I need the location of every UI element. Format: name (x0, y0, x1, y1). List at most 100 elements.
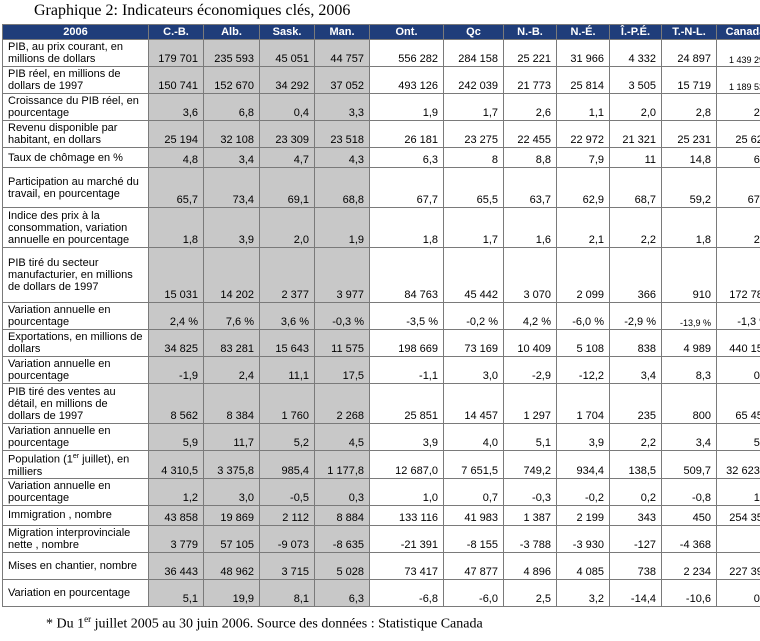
table-cell: 6,3 (369, 147, 444, 168)
table-cell: 3,0 (203, 477, 260, 506)
table-cell: 0,7 (443, 477, 504, 506)
table-cell: -2,9 % (609, 302, 662, 330)
column-header: Qc (443, 24, 504, 40)
table-cell (716, 524, 760, 553)
table-cell: 6,8 (203, 93, 260, 121)
table-cell: 21 773 (503, 66, 557, 94)
table-cell: 1,8 (148, 207, 204, 248)
footnote-text: juillet 2005 au 30 juin 2006. Source des… (91, 616, 483, 632)
table-cell: 25 221 (503, 39, 557, 67)
table-cell: 2 268 (314, 383, 370, 424)
table-cell: 41 983 (443, 504, 504, 526)
table-cell: -6,8 (369, 578, 444, 607)
table-cell: 2,1 (556, 207, 610, 248)
row-label-text: juillet), en milliers (8, 453, 130, 478)
table-cell: 8 384 (203, 383, 260, 424)
table-cell: 23 518 (314, 120, 370, 148)
table-cell: 1,6 (503, 207, 557, 248)
table-cell: -3,5 % (369, 302, 444, 330)
table-cell: 1 177,8 (314, 450, 370, 479)
row-label: Population (1er juillet), en milliers (2, 450, 149, 479)
table-cell: 15 643 (259, 329, 315, 357)
table-cell: -1,1 (369, 356, 444, 384)
table-cell: 32 623,5 (716, 450, 760, 479)
table-cell: 73 169 (443, 329, 504, 357)
table-cell: 1,7 (443, 93, 504, 121)
table-cell: 1 439 291 (716, 39, 760, 67)
table-cell: 5,1 (503, 423, 557, 451)
table-cell: 0,3 (314, 477, 370, 506)
table-cell: -1,3 % (716, 302, 760, 330)
footnote-sup: er (84, 614, 92, 624)
table-cell: 25 814 (556, 66, 610, 94)
row-label: Mises en chantier, nombre (2, 551, 149, 580)
table-cell: 4,3 (314, 147, 370, 168)
indicators-table: 2006 C.-B. Alb. Sask. Man. Ont. Qc N.-B. N.-É. Î.… (2, 24, 760, 607)
table-cell: 8,8 (503, 147, 557, 168)
table-cell: 3,0 (443, 356, 504, 384)
table-row: Exportations, en millions de dollars 34 8… (2, 329, 760, 357)
table-cell: 36 443 (148, 551, 204, 580)
table-cell: 4,7 (259, 147, 315, 168)
table-cell: 1,9 (369, 93, 444, 121)
table-cell: -2,9 (503, 356, 557, 384)
table-cell: 68,7 (609, 167, 662, 208)
table-cell: 2 234 (661, 551, 717, 580)
table-cell: 4 332 (609, 39, 662, 67)
table-cell: 5,2 (716, 423, 760, 451)
column-header: N.-É. (556, 24, 610, 40)
table-cell: 62,9 (556, 167, 610, 208)
table-cell: 1 704 (556, 383, 610, 424)
column-header: Alb. (203, 24, 260, 40)
table-cell: -6,0 % (556, 302, 610, 330)
table-cell: 910 (661, 247, 717, 303)
table-cell: 83 281 (203, 329, 260, 357)
table-cell: 3,9 (556, 423, 610, 451)
table-cell: 14 457 (443, 383, 504, 424)
table-cell: 2 099 (556, 247, 610, 303)
table-cell: 31 966 (556, 39, 610, 67)
table-cell: 11,7 (203, 423, 260, 451)
row-label: PIB réel, en millions de dollars de 1997 (2, 66, 149, 94)
column-header: 2006 (2, 24, 149, 40)
table-cell: 22 972 (556, 120, 610, 148)
table-cell: -14,4 (609, 578, 662, 607)
table-cell: -0,3 (503, 477, 557, 506)
table-cell: 17,5 (314, 356, 370, 384)
table-cell: 2 377 (259, 247, 315, 303)
table-row: Variation annuelle en pourcentage 2,4 % 7,… (2, 302, 760, 330)
table-cell: 150 741 (148, 66, 204, 94)
table-cell: -4 368 (661, 524, 717, 553)
table-cell: 800 (661, 383, 717, 424)
table-cell: 1,2 (148, 477, 204, 506)
table-cell: 3,6 % (259, 302, 315, 330)
table-cell: 65 452 (716, 383, 760, 424)
table-cell: 14,8 (661, 147, 717, 168)
table-cell: 284 158 (443, 39, 504, 67)
table-row: Immigration , nombre 43 858 19 869 2 112 8 8… (2, 504, 760, 526)
table-cell: 34 825 (148, 329, 204, 357)
row-label-text: (1 (63, 453, 73, 466)
row-label: PIB tiré des ventes au détail, en millio… (2, 383, 149, 424)
table-cell: 2,0 (609, 93, 662, 121)
table-cell: 749,2 (503, 450, 557, 479)
table-cell: 32 108 (203, 120, 260, 148)
row-label: Taux de chômage en % (2, 147, 149, 168)
table-cell: 235 593 (203, 39, 260, 67)
column-header: N.-B. (503, 24, 557, 40)
table-cell: 509,7 (661, 450, 717, 479)
table-cell: 23 275 (443, 120, 504, 148)
row-label: Indice des prix à la consommation, varia… (2, 207, 149, 248)
table-cell: 2,0 (259, 207, 315, 248)
table-cell: 34 292 (259, 66, 315, 94)
table-row: Migration interprovinciale nette , nombr… (2, 524, 760, 553)
column-header: Î.-P.É. (609, 24, 662, 40)
table-cell: 8,3 (661, 356, 717, 384)
table-row: Variation annuelle en pourcentage 5,9 11,7… (2, 423, 760, 451)
table-cell: -127 (609, 524, 662, 553)
row-label: Participation au marché du travail, en p… (2, 167, 149, 208)
row-label-text: Population (8, 453, 60, 466)
table-cell: 65,5 (443, 167, 504, 208)
table-cell: -13,9 % (661, 302, 717, 330)
column-header: C.-B. (148, 24, 204, 40)
